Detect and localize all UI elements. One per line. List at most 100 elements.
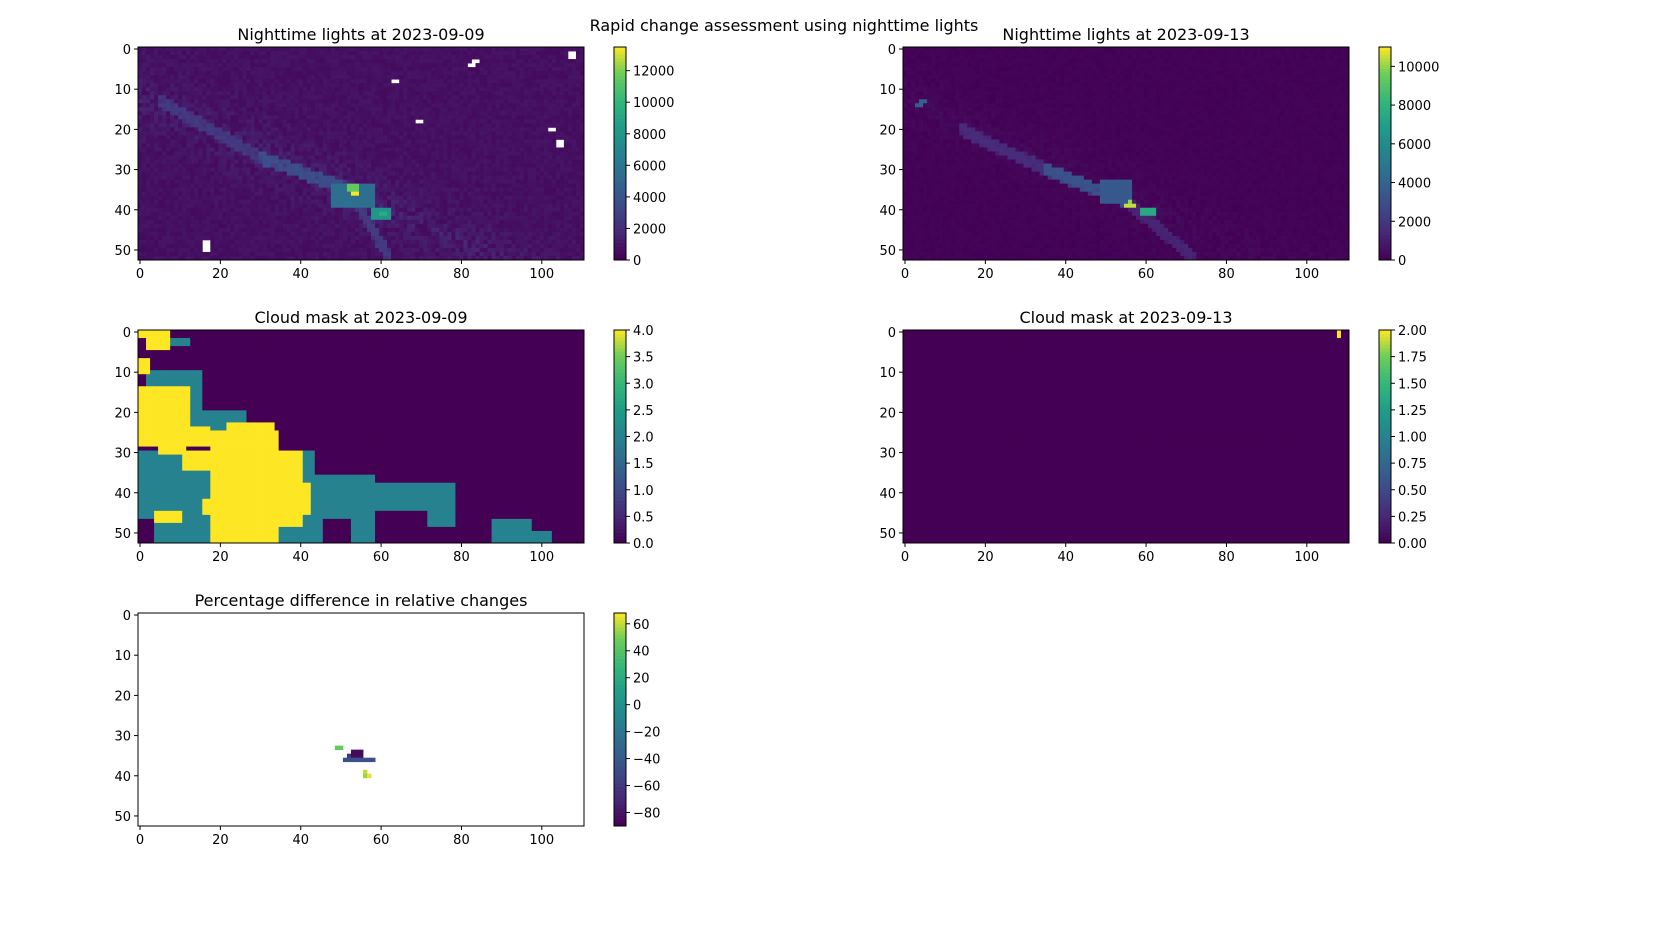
heatmap-cell bbox=[246, 191, 251, 197]
heatmap-cell bbox=[475, 179, 480, 185]
heatmap-cell bbox=[170, 95, 175, 100]
heatmap-cell bbox=[358, 207, 364, 213]
heatmap-cell bbox=[286, 95, 292, 100]
heatmap-cell bbox=[375, 63, 380, 68]
heatmap-cell bbox=[479, 211, 484, 217]
heatmap-cell bbox=[262, 175, 267, 181]
heatmap-cell bbox=[551, 199, 557, 205]
heatmap-cell bbox=[403, 219, 408, 225]
heatmap-cell bbox=[222, 123, 227, 128]
heatmap-cell bbox=[387, 123, 392, 128]
heatmap-cell bbox=[467, 51, 472, 56]
heatmap-cell bbox=[334, 163, 340, 168]
heatmap-cell bbox=[387, 83, 392, 88]
heatmap-cell bbox=[435, 131, 440, 136]
heatmap-cell bbox=[531, 207, 537, 213]
heatmap-cell bbox=[186, 87, 191, 92]
heatmap-cell bbox=[202, 155, 207, 160]
heatmap-cell bbox=[230, 179, 235, 185]
heatmap-cell bbox=[250, 203, 255, 209]
heatmap-cell bbox=[306, 71, 312, 76]
heatmap-cell bbox=[363, 155, 368, 160]
heatmap-cell bbox=[142, 71, 147, 76]
heatmap-cell bbox=[350, 195, 356, 201]
heatmap-cell bbox=[342, 215, 348, 221]
heatmap-cell bbox=[579, 127, 585, 132]
heatmap-cell bbox=[334, 195, 340, 201]
heatmap-cell bbox=[222, 191, 227, 197]
heatmap-cell bbox=[443, 203, 448, 209]
heatmap-cell bbox=[519, 63, 525, 68]
heatmap-cell bbox=[358, 63, 364, 68]
heatmap-cell bbox=[346, 59, 352, 64]
heatmap-cell bbox=[246, 99, 251, 104]
heatmap-cell bbox=[391, 155, 396, 160]
heatmap-cell bbox=[379, 107, 384, 112]
heatmap-cell bbox=[354, 63, 360, 68]
heatmap-cell bbox=[503, 67, 509, 72]
heatmap-cell bbox=[567, 175, 573, 181]
heatmap-cell bbox=[206, 63, 211, 68]
heatmap-cell bbox=[242, 99, 247, 104]
heatmap-cell bbox=[443, 91, 448, 96]
heatmap-cell bbox=[230, 135, 235, 140]
heatmap-cell bbox=[523, 55, 529, 60]
heatmap-cell bbox=[146, 195, 151, 201]
heatmap-cell bbox=[322, 195, 328, 201]
heatmap-cell bbox=[511, 183, 517, 189]
heatmap-cell bbox=[507, 139, 513, 144]
heatmap-cell bbox=[379, 131, 384, 136]
heatmap-cell bbox=[310, 163, 316, 168]
heatmap-cell bbox=[262, 143, 267, 148]
heatmap-cell bbox=[154, 199, 159, 205]
heatmap-cell bbox=[282, 175, 288, 181]
heatmap-cell bbox=[563, 91, 569, 96]
heatmap-cell bbox=[499, 127, 505, 132]
heatmap-cell bbox=[206, 47, 211, 52]
heatmap-cell bbox=[194, 155, 199, 160]
heatmap-cell bbox=[371, 47, 376, 52]
heatmap-cell bbox=[318, 131, 324, 136]
heatmap-cell bbox=[170, 131, 175, 136]
heatmap-cell bbox=[298, 87, 304, 92]
heatmap-cell bbox=[495, 55, 501, 60]
heatmap-cell bbox=[218, 223, 223, 229]
heatmap-cell bbox=[455, 139, 460, 144]
heatmap-cell bbox=[447, 219, 452, 225]
heatmap-cell bbox=[250, 47, 255, 52]
heatmap-cell bbox=[391, 115, 396, 120]
heatmap-cell bbox=[431, 63, 436, 68]
heatmap-cell bbox=[463, 163, 468, 168]
heatmap-cell bbox=[443, 223, 448, 229]
heatmap-cell bbox=[270, 195, 276, 201]
heatmap-cell bbox=[463, 55, 468, 60]
heatmap-cell bbox=[334, 223, 340, 229]
heatmap-cell bbox=[142, 55, 147, 60]
heatmap-cell bbox=[158, 55, 163, 60]
heatmap-cell bbox=[178, 139, 183, 144]
heatmap-cell bbox=[463, 67, 468, 72]
heatmap-cell bbox=[266, 187, 271, 193]
heatmap-cell bbox=[198, 63, 203, 68]
heatmap-cell bbox=[487, 171, 492, 176]
heatmap-cell bbox=[306, 119, 312, 124]
heatmap-cell bbox=[471, 51, 476, 56]
heatmap-cell bbox=[407, 139, 412, 144]
heatmap-cell bbox=[419, 107, 424, 112]
heatmap-cell bbox=[146, 175, 151, 181]
heatmap-cell bbox=[463, 127, 468, 132]
heatmap-cell bbox=[234, 151, 239, 156]
heatmap-cell bbox=[463, 139, 468, 144]
heatmap-cell bbox=[158, 67, 163, 72]
heatmap-cell bbox=[306, 115, 312, 120]
heatmap-cell bbox=[190, 223, 195, 229]
heatmap-cell bbox=[391, 75, 396, 80]
heatmap-cell bbox=[391, 131, 396, 136]
heatmap-cell bbox=[142, 167, 147, 172]
heatmap-cell bbox=[419, 111, 424, 116]
heatmap-cell bbox=[495, 155, 501, 160]
heatmap-cell bbox=[314, 183, 320, 189]
heatmap-cell bbox=[346, 211, 352, 217]
heatmap-cell bbox=[575, 147, 581, 152]
heatmap-cell bbox=[559, 83, 565, 88]
